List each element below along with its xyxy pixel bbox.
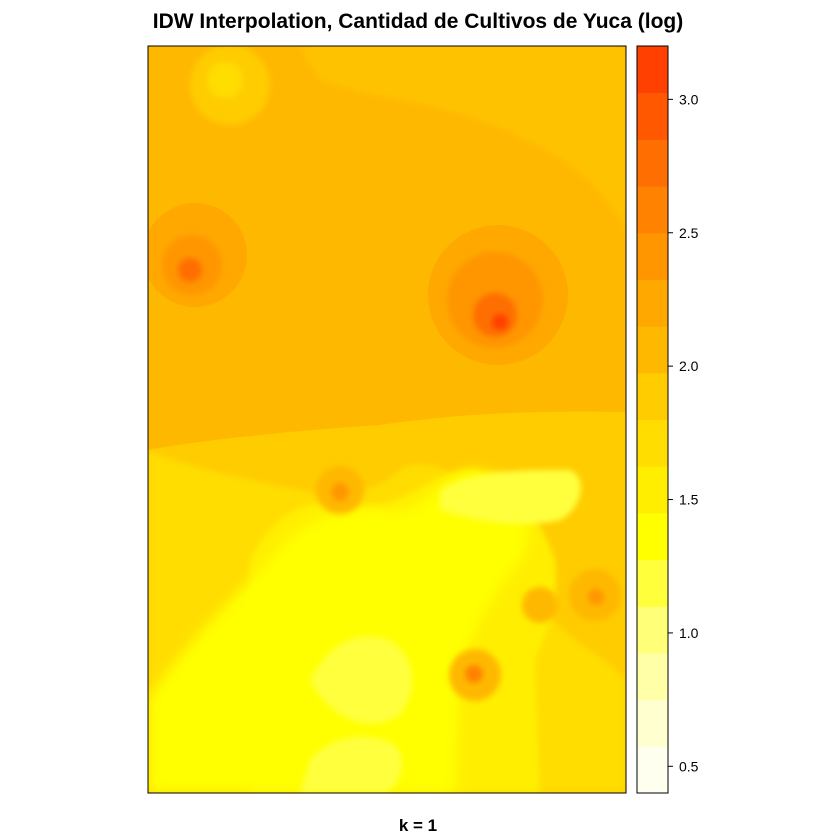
interpolation-surface: [148, 46, 626, 793]
colorbar-bin-12: [637, 186, 668, 234]
colorbar-bin-6: [637, 466, 668, 514]
colorbar-bin-1: [637, 699, 668, 747]
colorbar-bin-7: [637, 419, 668, 467]
surface-band-1.0b: [300, 736, 403, 793]
hotspot-center-peak: [473, 293, 517, 337]
hotspot-north-core: [207, 62, 243, 98]
surface-band-1.0: [310, 636, 413, 724]
hotspot-east-core: [588, 589, 604, 605]
colorbar-bin-4: [637, 559, 668, 607]
colorbar-bin-9: [637, 326, 668, 374]
plot-frame: [147, 45, 627, 794]
colorbar-tick-label-3: 2.0: [679, 358, 699, 374]
colorbar-tick-label-0: 0.5: [679, 758, 699, 774]
x-axis-label: k = 1: [399, 816, 437, 835]
hotspot-center-max: [492, 314, 508, 330]
colorbar-bin-3: [637, 606, 668, 654]
colorbar-bin-14: [637, 92, 668, 140]
colorbar-frame: [636, 45, 669, 794]
surface-band-1.6: [300, 46, 626, 230]
surface-band-1.0c: [440, 470, 581, 525]
colorbar-bin-2: [637, 652, 668, 701]
colorbar-tick-label-4: 2.5: [679, 225, 699, 241]
hotspot-south-core: [465, 665, 483, 683]
colorbar-bin-0: [637, 746, 668, 794]
colorbar-bin-8: [637, 372, 668, 420]
hotspot-east-2: [522, 587, 558, 623]
hotspot-mid-core: [331, 483, 349, 501]
chart-title: IDW Interpolation, Cantidad de Cultivos …: [153, 10, 683, 33]
colorbar-bin-15: [637, 46, 668, 94]
colorbar-bin-11: [637, 232, 668, 280]
colorbar: 0.5 1.0 1.5 2.0 2.5 3.0: [636, 45, 699, 794]
surface-band-1.2: [148, 470, 528, 793]
colorbar-bin-5: [637, 512, 668, 561]
colorbar-tick-label-1: 1.0: [679, 625, 699, 641]
hotspot-west-peak: [178, 258, 202, 282]
colorbar-tick-label-5: 3.0: [679, 91, 699, 107]
colorbar-bin-10: [637, 279, 668, 327]
colorbar-bin-13: [637, 139, 668, 187]
colorbar-tick-label-2: 1.5: [679, 492, 699, 508]
